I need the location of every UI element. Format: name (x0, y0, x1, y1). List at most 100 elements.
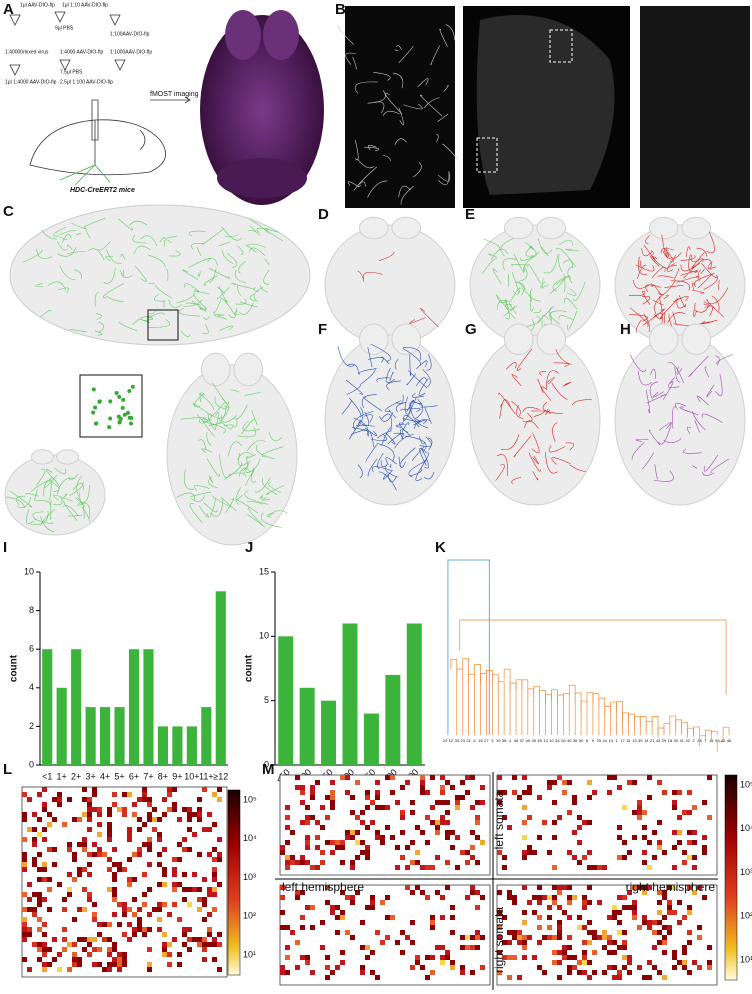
cell (127, 907, 132, 912)
cell (152, 827, 157, 832)
cell (380, 835, 385, 840)
axon (385, 457, 397, 465)
cell (91, 387, 96, 392)
cell (107, 425, 112, 430)
cell (125, 410, 130, 415)
cell (617, 945, 622, 950)
cell (207, 887, 212, 892)
cell (345, 835, 350, 840)
cell (172, 867, 177, 872)
axon (180, 417, 205, 420)
cell (350, 895, 355, 900)
cell (632, 905, 637, 910)
axon (567, 266, 573, 284)
cell (350, 795, 355, 800)
cell (87, 892, 92, 897)
cell (97, 852, 102, 857)
axon (248, 218, 269, 234)
cell (637, 800, 642, 805)
axon (261, 497, 271, 501)
axon (363, 271, 383, 280)
cell (67, 892, 72, 897)
cell (465, 945, 470, 950)
cell (295, 965, 300, 970)
axon (646, 394, 666, 404)
cell (552, 820, 557, 825)
cell (87, 942, 92, 947)
axon (388, 409, 397, 418)
cell (92, 852, 97, 857)
leaf-label: 23 (460, 738, 465, 743)
colorbar-label: 10¹ (740, 954, 752, 964)
axon (36, 248, 53, 259)
cell (577, 925, 582, 930)
cell (602, 945, 607, 950)
cell (567, 900, 572, 905)
axon (225, 498, 235, 513)
axon (658, 422, 672, 445)
cell (285, 860, 290, 865)
cell (612, 950, 617, 955)
axon (649, 368, 656, 379)
cell (350, 810, 355, 815)
cell (617, 920, 622, 925)
micrograph (345, 6, 455, 208)
cell (162, 812, 167, 817)
cell (42, 802, 47, 807)
cell (280, 910, 285, 915)
cell (217, 797, 222, 802)
cell (57, 802, 62, 807)
axon (643, 308, 665, 326)
cell (677, 900, 682, 905)
cell (335, 845, 340, 850)
leaf-label: 33 (455, 738, 460, 743)
cell (197, 942, 202, 947)
link (657, 727, 665, 739)
axon (370, 343, 392, 362)
link (450, 658, 458, 735)
fiber (374, 101, 385, 114)
cell (475, 860, 480, 865)
cell (465, 850, 470, 855)
cell (72, 957, 77, 962)
cell (107, 922, 112, 927)
panel-label: H (620, 321, 631, 338)
cell (127, 792, 132, 797)
cell (522, 790, 527, 795)
axon (206, 458, 220, 477)
cell (375, 830, 380, 835)
cell (280, 895, 285, 900)
axon (245, 458, 261, 474)
cell (465, 775, 470, 780)
axon (184, 469, 195, 490)
cell (340, 775, 345, 780)
cell (657, 845, 662, 850)
cell (425, 815, 430, 820)
cell (330, 795, 335, 800)
cell (420, 890, 425, 895)
axon (514, 281, 525, 296)
cell (207, 932, 212, 937)
cell (22, 837, 27, 842)
cell (480, 800, 485, 805)
cell (72, 942, 77, 947)
axon (652, 391, 664, 398)
bar (143, 649, 154, 765)
cell (32, 862, 37, 867)
axon (218, 453, 231, 478)
cell (502, 955, 507, 960)
axon (537, 238, 553, 254)
cell (395, 800, 400, 805)
cell (552, 960, 557, 965)
cell (22, 867, 27, 872)
axon (541, 386, 552, 401)
cell (42, 942, 47, 947)
cell (172, 937, 177, 942)
cell (572, 795, 577, 800)
cell (522, 945, 527, 950)
cell (350, 835, 355, 840)
cell (112, 877, 117, 882)
axon (214, 412, 220, 431)
cell (42, 897, 47, 902)
cell (162, 867, 167, 872)
